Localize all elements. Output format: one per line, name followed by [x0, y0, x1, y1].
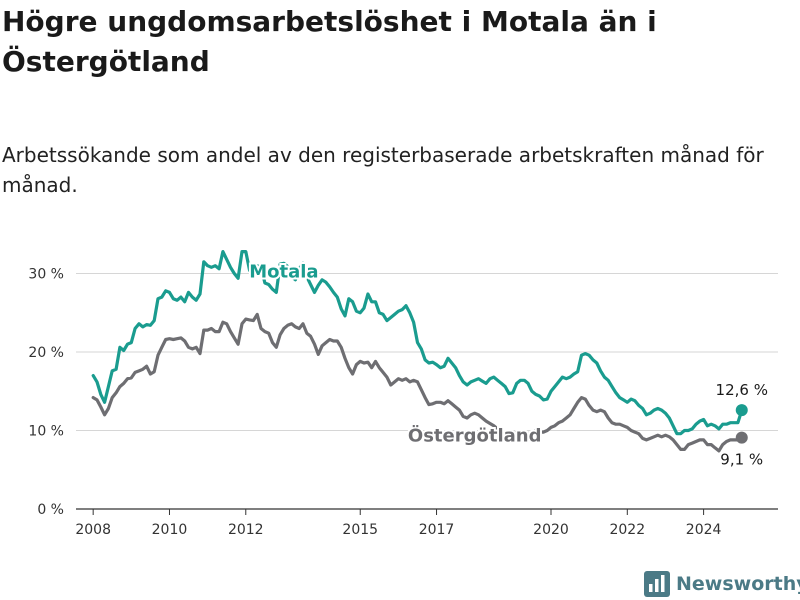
x-tick-label: 2012: [228, 522, 264, 538]
y-tick-label: 20 %: [28, 345, 64, 361]
chart-title: Högre ungdomsarbetslöshet i Motala än i …: [2, 5, 657, 78]
series-line-ostergotland: [91, 312, 744, 453]
x-tick-label: 2015: [342, 522, 378, 538]
brand-name: Newsworthy: [676, 573, 800, 595]
x-tick-label: 2017: [419, 522, 455, 538]
x-tick-label: 2024: [686, 522, 722, 538]
x-tick-label: 2022: [609, 522, 645, 538]
newsworthy-logo-icon: [644, 571, 670, 597]
end-point-motala: [735, 404, 748, 417]
chart-subtitle: Arbetssökande som andel av den registerb…: [2, 143, 764, 197]
series-label-ostergotland: Östergötland: [408, 425, 542, 447]
y-tick-label: 10 %: [28, 424, 64, 440]
x-tick-label: 2010: [152, 522, 188, 538]
end-value-label-ostergotland: 9,1 %: [720, 451, 763, 469]
brand-logo: Newsworthy: [644, 570, 800, 598]
series-label-motala: Motala: [249, 261, 318, 282]
series-line-motala: [91, 250, 744, 436]
end-value-label-motala: 12,6 %: [716, 381, 768, 399]
y-tick-label: 0 %: [37, 502, 64, 518]
x-tick-label: 2008: [75, 522, 111, 538]
x-tick-label: 2020: [533, 522, 569, 538]
y-tick-label: 30 %: [28, 267, 64, 283]
end-point-ostergotland: [735, 431, 748, 444]
